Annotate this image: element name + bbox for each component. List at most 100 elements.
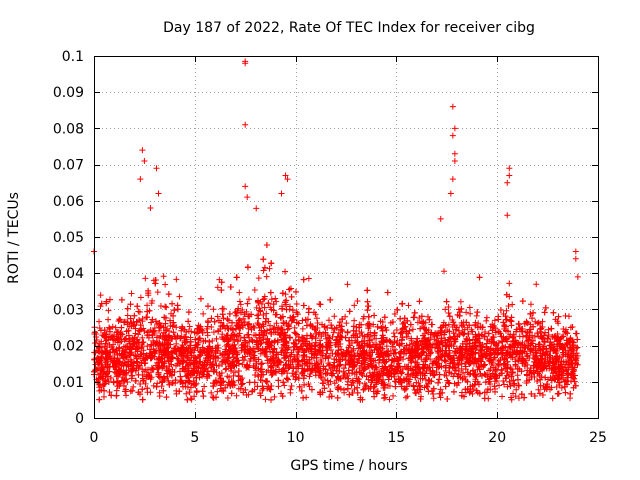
data-point [496, 372, 503, 379]
data-point [210, 329, 217, 336]
data-point [467, 310, 474, 317]
data-point [113, 387, 120, 394]
data-point [437, 394, 444, 401]
data-point [290, 339, 297, 346]
data-point [137, 322, 144, 329]
data-point [137, 380, 144, 387]
data-point [417, 382, 424, 389]
data-point [239, 380, 246, 387]
data-point [218, 387, 225, 394]
data-point [254, 312, 261, 319]
data-point [502, 374, 509, 381]
data-point [148, 300, 155, 307]
data-point [185, 309, 192, 316]
data-point [228, 390, 235, 397]
data-point [303, 322, 310, 329]
data-point [412, 374, 419, 381]
data-point [492, 366, 499, 373]
data-point [262, 396, 269, 403]
data-point [441, 357, 448, 364]
data-point [180, 358, 187, 365]
data-point [484, 336, 491, 343]
data-point [153, 334, 160, 341]
data-point [537, 382, 544, 389]
data-point [224, 395, 231, 402]
data-point [328, 371, 335, 378]
data-point [124, 312, 131, 319]
data-point [204, 367, 211, 374]
data-point [218, 287, 225, 294]
data-point [186, 389, 193, 396]
data-point [541, 339, 548, 346]
data-point [516, 333, 523, 340]
data-point [354, 357, 361, 364]
data-point [197, 352, 204, 359]
data-point [97, 327, 104, 334]
data-point [425, 346, 432, 353]
data-point [226, 310, 233, 317]
data-point [542, 356, 549, 363]
data-point [238, 347, 245, 354]
data-point [328, 322, 335, 329]
data-point [386, 383, 393, 390]
data-point [491, 385, 498, 392]
data-point [101, 381, 108, 388]
data-point [246, 320, 253, 327]
data-point [282, 362, 289, 369]
data-point [308, 367, 315, 374]
data-point [344, 281, 351, 288]
data-point [263, 310, 270, 317]
data-point [285, 376, 292, 383]
data-point [481, 389, 488, 396]
data-point [163, 304, 170, 311]
data-point [211, 318, 218, 325]
data-point [533, 281, 540, 288]
data-point [562, 364, 569, 371]
data-point [96, 344, 103, 351]
data-point [97, 292, 104, 299]
data-point [316, 337, 323, 344]
data-point [237, 334, 244, 341]
data-point [426, 377, 433, 384]
data-point [295, 333, 302, 340]
data-point [512, 393, 519, 400]
data-point [495, 362, 502, 369]
data-point [337, 326, 344, 333]
data-point [144, 302, 151, 309]
data-point [272, 328, 279, 335]
data-point [152, 318, 159, 325]
data-point [333, 324, 340, 331]
data-point [351, 317, 358, 324]
data-point [142, 275, 149, 282]
data-point [424, 313, 431, 320]
data-point [235, 373, 242, 380]
data-point [385, 376, 392, 383]
data-point [419, 320, 426, 327]
data-point [246, 313, 253, 320]
data-point [455, 379, 462, 386]
data-point [247, 347, 254, 354]
data-point [130, 383, 137, 390]
data-point [251, 287, 258, 294]
data-point [162, 327, 169, 334]
data-point [573, 345, 580, 352]
data-point [335, 329, 342, 336]
data-point [271, 346, 278, 353]
data-point [225, 354, 232, 361]
data-point [508, 373, 515, 380]
data-point [156, 389, 163, 396]
data-point [290, 346, 297, 353]
data-point [156, 374, 163, 381]
data-point [272, 295, 279, 302]
data-point [155, 364, 162, 371]
data-point [214, 388, 221, 395]
data-point [455, 361, 462, 368]
data-point [135, 371, 142, 378]
data-point [118, 324, 125, 331]
data-point [178, 377, 185, 384]
data-point [562, 389, 569, 396]
data-point [291, 340, 298, 347]
data-point [122, 346, 129, 353]
data-point [210, 306, 217, 313]
data-point [389, 318, 396, 325]
